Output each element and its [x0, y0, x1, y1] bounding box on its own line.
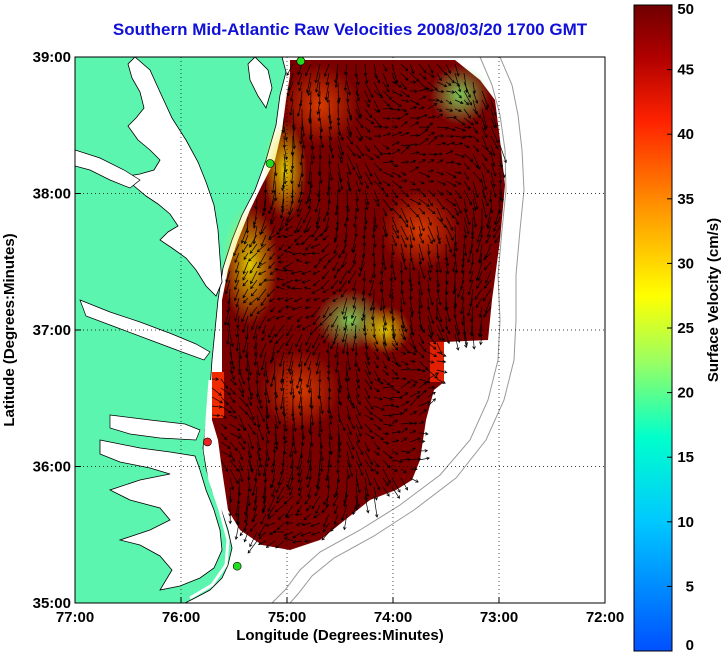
outer-banks: [189, 379, 230, 600]
bathymetry-contour: [289, 57, 525, 603]
colorbar-ticks: 0 5 10 15 20 25 30 35 40 45 50: [667, 1, 694, 654]
colorbar-tick-label: 25: [677, 320, 694, 337]
y-tick-label: 38:00: [33, 186, 71, 203]
velocity-blob: [222, 205, 278, 325]
potomac-river: [75, 149, 141, 189]
map-title: Southern Mid-Atlantic Raw Velocities 200…: [112, 20, 588, 39]
y-axis-label: Latitude (Degrees:Minutes): [1, 233, 18, 426]
colorbar-tick-label: 10: [677, 514, 694, 531]
station-marker-duck: [203, 437, 212, 447]
y-axis: 39:00 38:00 37:00 36:00 35:00: [33, 49, 81, 612]
station-marker-hatteras: [232, 561, 242, 571]
x-axis: 77:00 76:00 75:00 74:00 73:00 72:00: [56, 597, 624, 626]
y-tick-label: 36:00: [33, 459, 71, 476]
colorbar: [633, 4, 673, 652]
colorbar-label: Surface Velocity (cm/s): [705, 218, 722, 382]
grid: [75, 57, 605, 603]
colorbar-tick-label: 50: [677, 1, 694, 18]
colorbar-tick-label: 5: [686, 578, 694, 595]
colorbar-tick-label: 40: [677, 126, 694, 143]
colorbar-tick-label: 45: [677, 62, 694, 79]
x-tick-label: 74:00: [374, 609, 412, 626]
station-marker-cape-henlopen: [265, 159, 275, 168]
y-tick-label: 39:00: [33, 49, 71, 66]
x-axis-label: Longitude (Degrees:Minutes): [236, 627, 444, 644]
x-tick-label: 77:00: [56, 609, 94, 626]
colorbar-tick-label: 15: [677, 449, 694, 466]
y-tick-label: 35:00: [33, 595, 71, 612]
bathymetry-contour: [271, 57, 507, 603]
james-river: [79, 299, 211, 361]
pamlico-sound: [99, 439, 223, 591]
velocity-blob: [430, 65, 490, 125]
station-marker-north: [296, 57, 306, 66]
colorbar-tick-label: 30: [677, 255, 694, 272]
vector-arrow-set: [211, 63, 507, 554]
colorbar-tick-label: 0: [686, 637, 694, 654]
y-tick-label: 37:00: [33, 322, 71, 339]
x-tick-label: 76:00: [162, 609, 200, 626]
colorbar-tick-label: 20: [677, 385, 694, 402]
station-markers: [203, 57, 306, 571]
x-tick-label: 75:00: [268, 609, 306, 626]
albemarle-sound: [109, 414, 201, 441]
vector-arrows: [211, 63, 507, 554]
delaware-bay: [247, 57, 273, 109]
chesapeake-bay: [127, 57, 223, 297]
x-tick-label: 72:00: [586, 609, 624, 626]
colorbar-tick-label: 35: [677, 191, 694, 208]
x-tick-label: 73:00: [480, 609, 518, 626]
